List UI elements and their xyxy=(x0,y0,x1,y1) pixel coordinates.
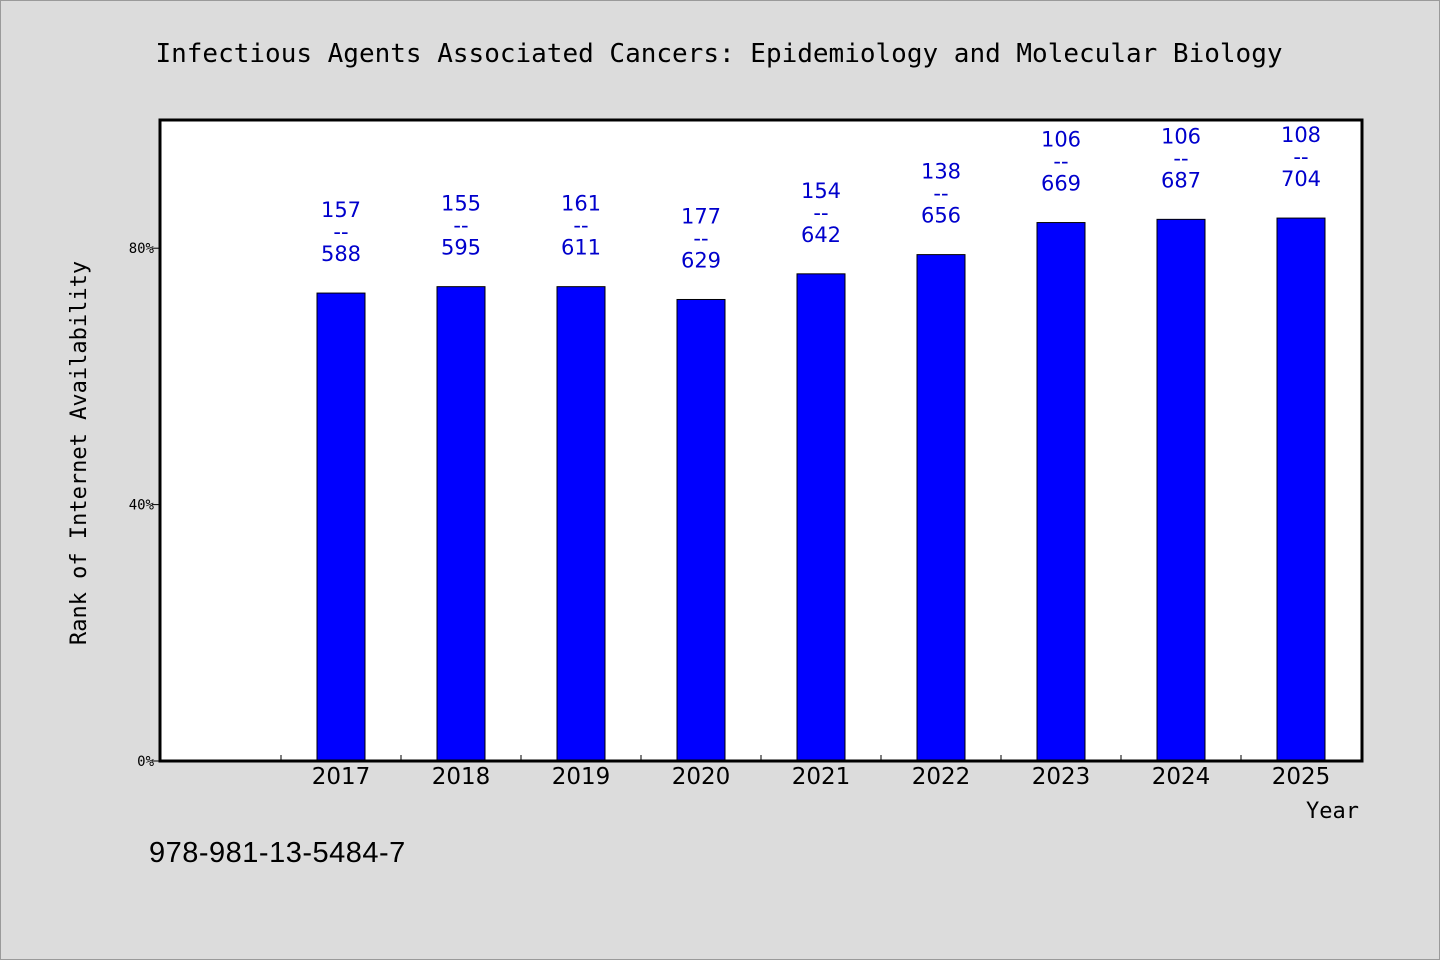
bar-2017 xyxy=(316,292,366,762)
bar-label-top: 154 xyxy=(801,179,841,203)
x-tick-label: 2022 xyxy=(912,764,971,790)
bar-label-bottom: 588 xyxy=(321,242,361,266)
x-axis-label: Year xyxy=(1306,799,1359,824)
y-tick-label: 0% xyxy=(137,754,154,770)
bar-2023 xyxy=(1036,222,1086,762)
bar-2019 xyxy=(556,286,606,762)
bar-2025 xyxy=(1276,217,1326,762)
bar-label-separator: -- xyxy=(933,182,948,206)
bar-label-top: 106 xyxy=(1041,128,1081,152)
x-tick-label: 2021 xyxy=(792,764,851,790)
bar-label-separator: -- xyxy=(813,201,828,225)
bar-label-bottom: 687 xyxy=(1161,168,1201,192)
bar-label-top: 138 xyxy=(921,160,961,184)
bar-2024 xyxy=(1156,218,1206,762)
y-tick-label: 80% xyxy=(129,241,155,257)
bar-label-top: 161 xyxy=(561,192,601,216)
x-tick-label: 2020 xyxy=(672,764,731,790)
x-tick-label: 2019 xyxy=(552,764,611,790)
y-tick-label: 40% xyxy=(129,498,155,514)
y-axis-label: Rank of Internet Availability xyxy=(67,261,92,645)
chart-marks: 0%40%80%2017157--5882018155--5952019161-… xyxy=(129,123,1362,790)
plot-frame xyxy=(158,118,1364,763)
bar-2021 xyxy=(796,273,846,762)
bar-label-separator: -- xyxy=(333,220,348,244)
bar-label-bottom: 629 xyxy=(681,248,721,272)
bar-label-top: 106 xyxy=(1161,124,1201,148)
bar-label-top: 177 xyxy=(681,204,721,228)
bar-label-bottom: 611 xyxy=(561,236,601,260)
bar-label-bottom: 704 xyxy=(1281,167,1321,191)
bar-label-top: 108 xyxy=(1281,123,1321,147)
bar-label-separator: -- xyxy=(1293,145,1308,169)
bar-label-bottom: 595 xyxy=(441,236,481,260)
bar-label-top: 157 xyxy=(321,198,361,222)
bar-label-separator: -- xyxy=(693,226,708,250)
x-tick-label: 2018 xyxy=(432,764,491,790)
bar-label-top: 155 xyxy=(441,192,481,216)
isbn-footer: 978-981-13-5484-7 xyxy=(149,837,406,869)
x-tick-label: 2025 xyxy=(1272,764,1331,790)
bar-label-separator: -- xyxy=(573,214,588,238)
x-tick-label: 2023 xyxy=(1032,764,1091,790)
bar-label-separator: -- xyxy=(1053,150,1068,174)
bar-label-bottom: 669 xyxy=(1041,172,1081,196)
x-tick-label: 2017 xyxy=(312,764,371,790)
x-tick-label: 2024 xyxy=(1152,764,1211,790)
bar-label-bottom: 642 xyxy=(801,223,841,247)
bar-label-separator: -- xyxy=(453,214,468,238)
bar-2018 xyxy=(436,286,486,762)
chart-title: Infectious Agents Associated Cancers: Ep… xyxy=(155,39,1282,69)
bar-2022 xyxy=(916,254,966,762)
bar-2020 xyxy=(676,298,726,762)
bar-label-separator: -- xyxy=(1173,146,1188,170)
bar-label-bottom: 656 xyxy=(921,204,961,228)
